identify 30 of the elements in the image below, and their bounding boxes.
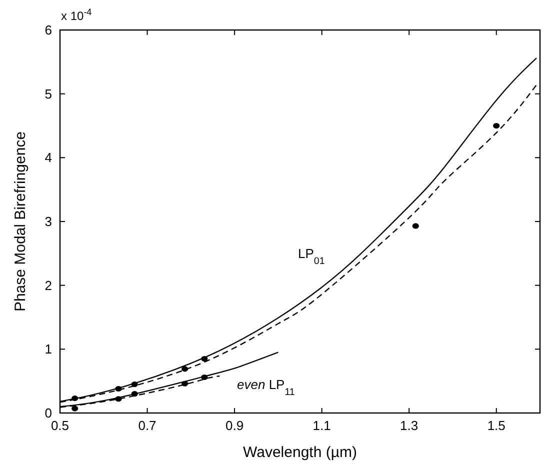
- x-tick-label: 1.3: [400, 418, 418, 433]
- y-tick-label: 5: [44, 86, 52, 102]
- x-axis-title: Wavelength (µm): [243, 444, 357, 461]
- point: [493, 122, 500, 129]
- y-axis-title: Phase Modal Birefringence: [12, 131, 29, 312]
- point: [131, 381, 138, 388]
- point: [72, 406, 78, 412]
- y-tick-label: 2: [44, 278, 52, 293]
- point: [182, 366, 188, 372]
- point: [412, 223, 419, 229]
- y-tick-label: 4: [44, 150, 52, 166]
- text: x 10$^{-4}$: [61, 7, 92, 23]
- point: [72, 396, 78, 402]
- point: [115, 396, 122, 402]
- x-tick-label: 0.5: [50, 418, 70, 433]
- y-tick-label: 0: [44, 406, 52, 420]
- x-tick-label: 1.5: [487, 418, 506, 433]
- x-tick-label: 1.1: [312, 418, 331, 433]
- point: [115, 386, 122, 392]
- point: [131, 391, 138, 397]
- y-tick-label: 6: [44, 22, 52, 38]
- annotation: LP$_{01}$: [298, 246, 325, 266]
- x-tick-label: 0.7: [138, 418, 156, 433]
- point: [182, 380, 188, 386]
- point: [201, 356, 208, 362]
- y-tick-label: 3: [44, 214, 52, 229]
- annotation: even LP$_{11}$: [237, 377, 295, 398]
- x-tick-label: 0.9: [226, 418, 244, 433]
- y-tick-label: 1: [44, 342, 52, 357]
- point: [201, 374, 208, 380]
